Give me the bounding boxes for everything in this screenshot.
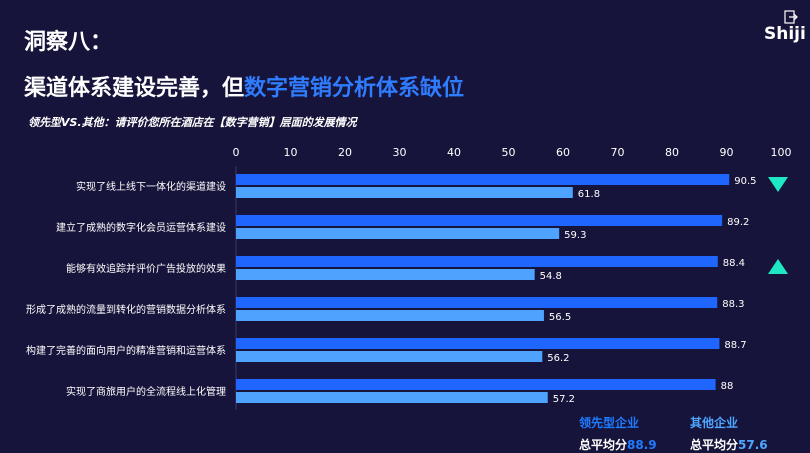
value-label-other: 56.5 — [549, 312, 571, 323]
bar-other — [236, 351, 543, 362]
value-label-other: 61.8 — [578, 189, 600, 200]
bar-leader — [236, 174, 730, 185]
x-tick-label: 80 — [665, 146, 679, 159]
page-title: 洞察八： — [24, 30, 113, 55]
bar-other — [236, 228, 560, 239]
value-label-leader: 88.4 — [723, 258, 745, 269]
category-label: 建立了成熟的数字化会员运营体系建设 — [56, 221, 226, 234]
bar-leader — [236, 256, 718, 267]
bar-other — [236, 187, 573, 198]
bar-other — [236, 310, 544, 321]
category-label: 形成了成熟的流量到转化的营销数据分析体系 — [26, 303, 226, 316]
bar-leader — [236, 215, 723, 226]
subtitle-plain: 渠道体系建设完善，但 — [24, 76, 245, 101]
brand-logo: Shiji — [764, 24, 806, 44]
leader-average: 总平均分88.9 — [579, 436, 657, 453]
legend-other: 其他企业 — [690, 416, 739, 430]
value-label-leader: 88.7 — [724, 340, 746, 351]
x-tick-label: 90 — [720, 146, 734, 159]
category-label: 能够有效追踪并评价广告投放的效果 — [66, 262, 226, 275]
triangle-up-icon — [768, 259, 788, 274]
x-tick-label: 100 — [771, 146, 792, 159]
other-average: 总平均分57.6 — [690, 436, 768, 453]
exit-icon[interactable] — [784, 10, 798, 24]
x-tick-label: 0 — [233, 146, 240, 159]
leader-average-label: 总平均分 — [579, 438, 628, 452]
value-label-other: 54.8 — [540, 271, 562, 282]
bar-leader — [236, 379, 716, 390]
bar-leader — [236, 338, 720, 349]
page-subtitle: 渠道体系建设完善，但数字营销分析体系缺位 — [24, 70, 464, 102]
legend-leader: 领先型企业 — [579, 416, 640, 430]
value-label-leader: 88.3 — [722, 299, 744, 310]
leader-average-value: 88.9 — [627, 438, 657, 452]
x-tick-label: 30 — [393, 146, 407, 159]
value-label-other: 57.2 — [553, 394, 575, 405]
value-label-leader: 88 — [721, 381, 734, 392]
bar-leader — [236, 297, 718, 308]
value-label-other: 56.2 — [547, 353, 569, 364]
other-average-label: 总平均分 — [690, 438, 739, 452]
x-tick-label: 50 — [502, 146, 516, 159]
triangle-down-icon — [768, 177, 788, 192]
value-label-other: 59.3 — [564, 230, 586, 241]
other-average-value: 57.6 — [738, 438, 768, 452]
bar-other — [236, 269, 535, 280]
category-label: 构建了完善的面向用户的精准营销和运营体系 — [26, 344, 226, 357]
survey-question: 领先型VS.其他：请评价您所在酒店在【数字营销】层面的发展情况 — [28, 116, 357, 129]
x-tick-label: 60 — [556, 146, 570, 159]
x-tick-label: 20 — [338, 146, 352, 159]
x-tick-label: 40 — [447, 146, 461, 159]
x-tick-label: 70 — [611, 146, 625, 159]
subtitle-highlight: 数字营销分析体系缺位 — [244, 76, 465, 101]
value-label-leader: 90.5 — [734, 176, 756, 187]
x-tick-label: 10 — [284, 146, 298, 159]
value-label-leader: 89.2 — [727, 217, 749, 228]
bar-other — [236, 392, 548, 403]
category-label: 实现了线上线下一体化的渠道建设 — [76, 180, 226, 193]
category-label: 实现了商旅用户的全流程线上化管理 — [66, 385, 226, 398]
